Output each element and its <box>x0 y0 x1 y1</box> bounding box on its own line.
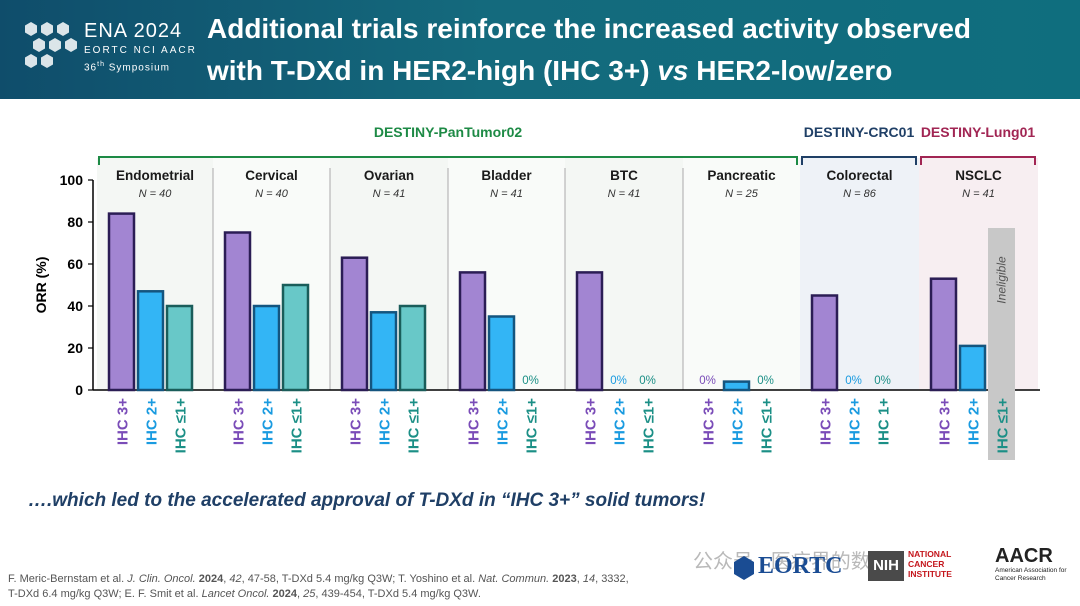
logo-title: ENA 2024 <box>84 20 183 42</box>
trial-label: DESTINY-Lung01 <box>921 124 1036 140</box>
aacr-logo: AACR American Association for Cancer Res… <box>995 545 1075 583</box>
nci-name: NATIONAL CANCER INSTITUTE <box>908 549 952 579</box>
x-tick-label: IHC 3+ <box>115 398 132 445</box>
trial-bracket <box>98 156 798 165</box>
y-axis-label: ORR (%) <box>33 257 49 314</box>
bar-value-label: 0% <box>699 375 716 387</box>
x-tick-label: IHC 3+ <box>231 398 248 445</box>
orr-bar-chart: DESTINY-PanTumor02 DESTINY-CRC01 DESTINY-L… <box>33 124 1040 460</box>
bar-ihc3 <box>575 271 604 392</box>
group-name: Colorectal <box>826 168 892 183</box>
x-tick-label: IHC 2+ <box>612 398 629 445</box>
logo-symposium: 36th Symposium <box>84 61 170 74</box>
ena-logo-text: ENA 2024 EORTC NCI AACR 36th Symposium <box>84 20 197 74</box>
y-tick-label: 0 <box>75 382 83 398</box>
x-tick-label: IHC 3+ <box>583 398 600 445</box>
bar-value-label: 0% <box>610 375 627 387</box>
bar-value-label: 0% <box>874 375 891 387</box>
group-n: N = 86 <box>843 188 877 200</box>
group-n: N = 41 <box>490 188 523 200</box>
bar-ihcle1 <box>165 304 194 392</box>
x-tick-label: IHC 3+ <box>937 398 954 445</box>
bar-ihc2 <box>252 304 281 392</box>
x-tick-label: IHC ≤1+ <box>995 398 1012 454</box>
title-line-2: with T-DXd in HER2-high (IHC 3+) vs HER2… <box>207 55 893 86</box>
x-tick-label: IHC 1+ <box>876 398 893 445</box>
bar-ihc3 <box>340 256 369 392</box>
title-line-1: Additional trials reinforce the increase… <box>207 13 972 44</box>
x-tick-label: IHC 2+ <box>144 398 161 445</box>
x-tick-label: IHC 2+ <box>377 398 394 445</box>
bar-ihc2 <box>722 380 751 392</box>
bar-ihc3 <box>107 212 136 392</box>
x-tick-label: IHC ≤1+ <box>759 398 776 454</box>
x-tick-label: IHC 3+ <box>466 398 483 445</box>
trial-bracket <box>920 156 1036 165</box>
x-tick-label: IHC ≤1+ <box>641 398 658 454</box>
bar-value-label: 0% <box>522 375 539 387</box>
bar-ihc2 <box>487 315 516 392</box>
group-name: BTC <box>610 168 638 183</box>
ena-hexagon-logo-icon <box>25 22 77 68</box>
x-tick-label: IHC 2+ <box>730 398 747 445</box>
x-tick-label: IHC 2+ <box>966 398 983 445</box>
x-tick-label: IHC 3+ <box>818 398 835 445</box>
bar-ihc2 <box>958 344 987 392</box>
group-n: N = 40 <box>139 188 173 200</box>
group-name: NSCLC <box>955 168 1002 183</box>
x-tick-label: IHC ≤1+ <box>173 398 190 454</box>
ineligible-label: Ineligible <box>995 256 1009 304</box>
x-tick-label: IHC 3+ <box>348 398 365 445</box>
bar-value-label: 0% <box>845 375 862 387</box>
tagline: ….which led to the accelerated approval … <box>28 490 706 511</box>
x-tick-label: IHC 3+ <box>701 398 718 445</box>
bar-value-label: 0% <box>757 375 774 387</box>
bar-ihc2 <box>369 311 398 392</box>
bar-ihcle1 <box>398 304 427 392</box>
bar-ihc3 <box>929 277 958 392</box>
group-name: Pancreatic <box>707 168 776 183</box>
y-tick-label: 40 <box>67 298 83 314</box>
slide-title: Additional trials reinforce the increase… <box>207 8 1073 92</box>
bar-ihc3 <box>458 271 487 392</box>
y-tick-label: 60 <box>67 256 83 272</box>
trial-label: DESTINY-PanTumor02 <box>374 124 523 140</box>
bar-value-label: 0% <box>639 375 656 387</box>
ineligible-bar <box>988 228 1015 460</box>
eortc-logo-text: EORTC <box>758 553 843 579</box>
group-name: Bladder <box>481 168 532 183</box>
references: F. Meric-Bernstam et al. J. Clin. Oncol.… <box>8 573 629 600</box>
nih-logo: NIH <box>868 551 904 581</box>
aacr-logo-text: AACR <box>995 545 1053 567</box>
group-background <box>683 158 800 390</box>
group-name: Ovarian <box>364 168 414 183</box>
x-tick-label: IHC 2+ <box>495 398 512 445</box>
logo-orgs: EORTC NCI AACR <box>84 45 197 56</box>
bar-ihcle1 <box>281 283 310 392</box>
y-tick-label: 20 <box>67 340 83 356</box>
x-tick-label: IHC ≤1+ <box>524 398 541 454</box>
x-tick-label: IHC ≤1+ <box>289 398 306 454</box>
bar-ihc3 <box>810 294 839 392</box>
group-name: Cervical <box>245 168 298 183</box>
aacr-subtitle: American Association for Cancer Research <box>995 567 1067 582</box>
group-n: N = 40 <box>255 188 289 200</box>
trial-bracket <box>801 156 917 165</box>
group-name: Endometrial <box>116 168 194 183</box>
group-n: N = 41 <box>373 188 406 200</box>
y-tick-label: 80 <box>67 214 83 230</box>
x-tick-label: IHC ≤1+ <box>406 398 423 454</box>
group-n: N = 41 <box>608 188 641 200</box>
y-tick-label: 100 <box>60 172 84 188</box>
x-tick-label: IHC 2+ <box>847 398 864 445</box>
bar-ihc2 <box>136 290 165 392</box>
group-n: N = 41 <box>962 188 995 200</box>
eortc-logo-icon <box>734 556 754 580</box>
group-n: N = 25 <box>725 188 759 200</box>
x-tick-label: IHC 2+ <box>260 398 277 445</box>
header-banner: ENA 2024 EORTC NCI AACR 36th Symposium A… <box>0 0 1080 99</box>
trial-label: DESTINY-CRC01 <box>804 124 915 140</box>
bar-ihc3 <box>223 231 252 392</box>
